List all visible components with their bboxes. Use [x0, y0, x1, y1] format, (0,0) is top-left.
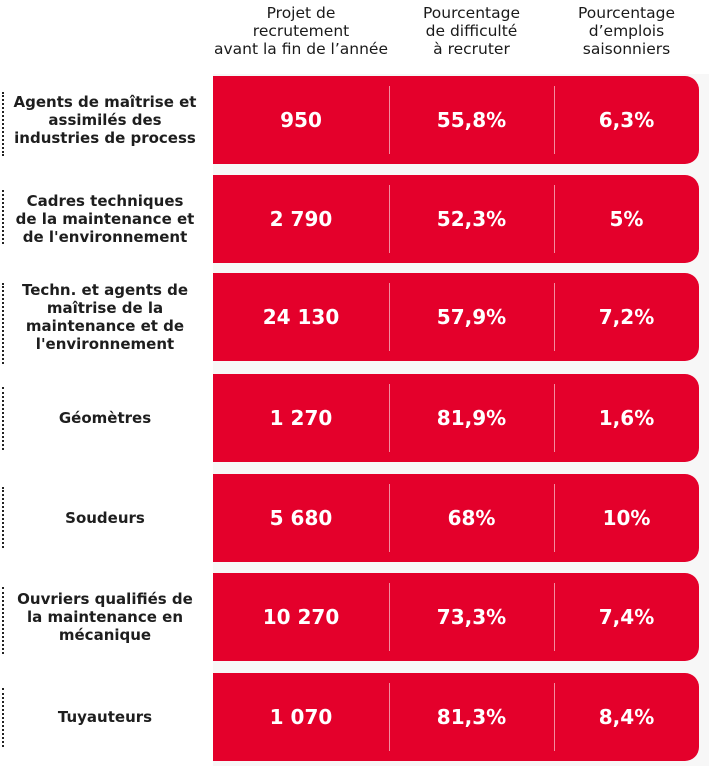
column-separator: [389, 484, 390, 552]
row-label: Cadres techniques de la maintenance et de …: [8, 173, 202, 265]
row-label-line: assimilés des: [48, 111, 162, 129]
column-separator: [554, 283, 555, 351]
row-label: Tuyauteurs: [8, 671, 202, 763]
row-dotted-marker: [2, 387, 4, 450]
column-separator: [554, 683, 555, 751]
cell-saisonniers: 6,3%: [598, 108, 655, 132]
cell-projets: 950: [280, 108, 322, 132]
table-row: 950 55,8% 6,3%: [213, 76, 699, 164]
row-label-text: Géomètres: [59, 409, 151, 427]
cell-difficulte: 52,3%: [436, 207, 507, 231]
cell-projets: 10 270: [262, 605, 340, 629]
cell-difficulte: 55,8%: [436, 108, 507, 132]
cell-saisonniers: 8,4%: [598, 705, 655, 729]
cell-saisonniers: 1,6%: [598, 406, 655, 430]
row-dotted-marker: [2, 487, 4, 548]
row-label-line: industries de process: [14, 129, 196, 147]
row-label: Agents de maîtrise et assimilés des indust…: [8, 74, 202, 166]
row-dotted-marker: [2, 92, 4, 156]
row-label-line: de l'environnement: [22, 228, 188, 246]
cell-saisonniers: 10%: [602, 506, 651, 530]
cell-difficulte: 81,9%: [436, 406, 507, 430]
column-separator: [554, 185, 555, 253]
column-separator: [389, 185, 390, 253]
table-row: 1 070 81,3% 8,4%: [213, 673, 699, 761]
row-dotted-marker: [2, 190, 4, 244]
column-header-line: recrutement: [252, 22, 350, 40]
cell-projets: 1 070: [269, 705, 333, 729]
row-label: Ouvriers qualifiés de la maintenance en mé…: [8, 571, 202, 663]
column-header-line: de difficulté: [425, 22, 518, 40]
table-row: 5 680 68% 10%: [213, 474, 699, 562]
column-separator: [389, 86, 390, 154]
table-row: 1 270 81,9% 1,6%: [213, 374, 699, 462]
column-header-3: Pourcentage d’emplois saisonniers: [554, 4, 699, 58]
row-label-line: de la maintenance et: [15, 210, 195, 228]
row-label-line: mécanique: [58, 626, 152, 644]
cell-projets: 5 680: [269, 506, 333, 530]
row-label-line: Cadres techniques: [26, 192, 184, 210]
cell-projets: 1 270: [269, 406, 333, 430]
cell-difficulte: 68%: [447, 506, 496, 530]
row-label-line: Techn. et agents de: [21, 281, 189, 299]
column-separator: [389, 283, 390, 351]
row-label-text: Cadres techniques de la maintenance et de …: [16, 192, 195, 246]
row-label-line: la maintenance en: [26, 608, 184, 626]
column-separator: [389, 683, 390, 751]
column-header-line: Pourcentage: [423, 4, 520, 22]
table-row: 24 130 57,9% 7,2%: [213, 273, 699, 361]
table-row: 2 790 52,3% 5%: [213, 175, 699, 263]
table-row: 10 270 73,3% 7,4%: [213, 573, 699, 661]
column-header-line: avant la fin de l’année: [214, 40, 388, 58]
row-dotted-marker: [2, 688, 4, 747]
row-label-line: maintenance et de: [25, 317, 185, 335]
cell-difficulte: 57,9%: [436, 305, 507, 329]
cell-difficulte: 81,3%: [436, 705, 507, 729]
row-label-text: Agents de maîtrise et assimilés des indust…: [14, 93, 197, 147]
cell-projets: 24 130: [262, 305, 340, 329]
row-label-line: maîtrise de la: [46, 299, 164, 317]
row-label-text: Soudeurs: [65, 509, 145, 527]
row-label: Techn. et agents de maîtrise de la mainten…: [8, 271, 202, 363]
column-header-2: Pourcentage de difficulté à recruter: [389, 4, 554, 58]
row-label-line: Soudeurs: [65, 509, 145, 527]
cell-saisonniers: 5%: [609, 207, 644, 231]
row-label-text: Ouvriers qualifiés de la maintenance en mé…: [17, 590, 193, 644]
row-dotted-marker: [2, 283, 4, 364]
row-label-line: l'environnement: [35, 335, 175, 353]
row-label-line: Ouvriers qualifiés de: [17, 590, 193, 608]
cell-projets: 2 790: [269, 207, 333, 231]
column-separator: [554, 484, 555, 552]
column-header-line: d’emplois: [588, 22, 665, 40]
column-header-line: Projet de: [266, 4, 336, 22]
cell-difficulte: 73,3%: [436, 605, 507, 629]
column-header-line: saisonniers: [582, 40, 671, 58]
column-separator: [554, 583, 555, 651]
cell-saisonniers: 7,4%: [598, 605, 655, 629]
column-separator: [389, 583, 390, 651]
row-label-line: Agents de maîtrise et: [13, 93, 197, 111]
row-label: Soudeurs: [8, 472, 202, 564]
row-label-text: Tuyauteurs: [58, 708, 152, 726]
cell-saisonniers: 7,2%: [598, 305, 655, 329]
column-header-line: Pourcentage: [578, 4, 675, 22]
row-label: Géomètres: [8, 372, 202, 464]
column-header-line: à recruter: [433, 40, 510, 58]
row-dotted-marker: [2, 587, 4, 654]
column-separator: [389, 384, 390, 452]
row-label-line: Géomètres: [58, 409, 152, 427]
column-separator: [554, 86, 555, 154]
column-separator: [554, 384, 555, 452]
row-label-line: Tuyauteurs: [57, 708, 153, 726]
column-header-1: Projet de recrutement avant la fin de l’an…: [213, 4, 389, 58]
row-label-text: Techn. et agents de maîtrise de la mainten…: [22, 281, 188, 353]
